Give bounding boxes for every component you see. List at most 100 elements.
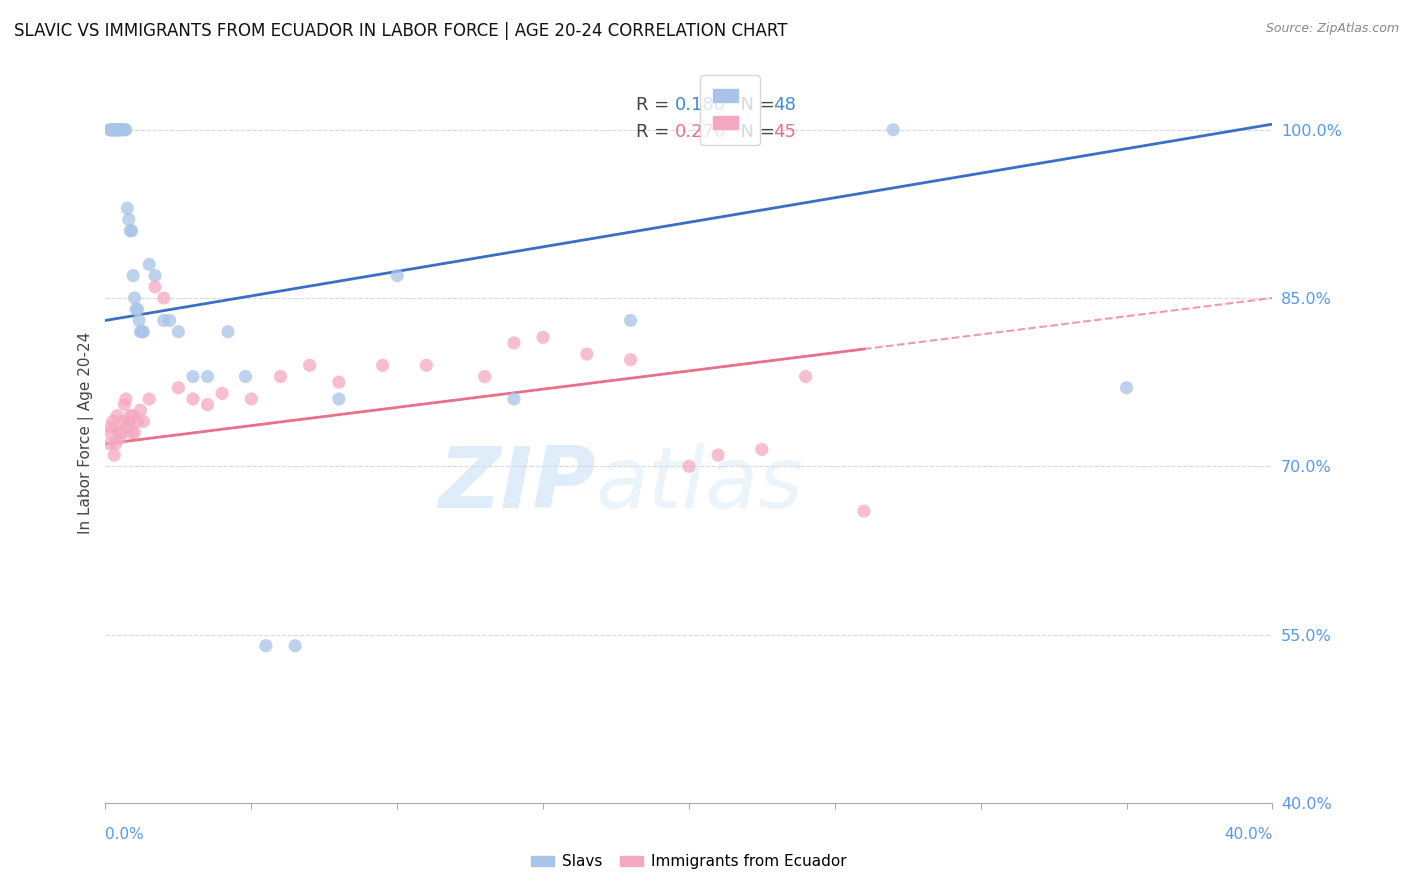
Point [105, 409, 128, 423]
Point [104, 122, 127, 136]
Text: R =: R = [637, 96, 675, 114]
Point [103, 122, 125, 136]
Point [103, 448, 125, 462]
Text: SLAVIC VS IMMIGRANTS FROM ECUADOR IN LABOR FORCE | AGE 20-24 CORRELATION CHART: SLAVIC VS IMMIGRANTS FROM ECUADOR IN LAB… [14, 22, 787, 40]
Point [107, 122, 129, 136]
Point [474, 369, 496, 384]
Point [104, 122, 127, 136]
Text: 48: 48 [773, 96, 796, 114]
Point [707, 448, 730, 462]
Point [110, 122, 132, 136]
Text: 0.0%: 0.0% [105, 828, 145, 842]
Point [115, 392, 138, 406]
Point [100, 122, 122, 136]
Point [105, 122, 128, 136]
Point [240, 392, 263, 406]
Point [98, 122, 121, 136]
Point [269, 369, 292, 384]
Point [98, 437, 121, 451]
Point [138, 257, 160, 271]
Text: N =: N = [728, 96, 780, 114]
Point [101, 122, 124, 136]
Point [751, 442, 773, 457]
Point [153, 291, 174, 305]
Point [502, 392, 524, 406]
Point [132, 414, 155, 428]
Point [110, 425, 132, 440]
Point [254, 639, 277, 653]
Point [108, 431, 131, 445]
Point [575, 347, 598, 361]
Point [371, 359, 394, 373]
Point [852, 504, 875, 518]
Point [138, 392, 160, 406]
Text: 0.180: 0.180 [675, 96, 725, 114]
Point [124, 291, 146, 305]
Legend: Slavs, Immigrants from Ecuador: Slavs, Immigrants from Ecuador [524, 848, 853, 875]
Point [211, 386, 233, 401]
Point [111, 414, 134, 428]
Point [159, 313, 181, 327]
Point [101, 414, 124, 428]
Point [129, 325, 152, 339]
Point [217, 325, 239, 339]
Point [143, 268, 166, 283]
Point [121, 224, 143, 238]
Point [132, 325, 155, 339]
Point [181, 369, 204, 384]
Point [128, 313, 150, 327]
Point [127, 302, 149, 317]
Point [235, 369, 257, 384]
Text: 40.0%: 40.0% [1225, 828, 1272, 842]
Point [181, 392, 204, 406]
Point [103, 122, 125, 136]
Text: R =: R = [637, 123, 675, 141]
Point [619, 313, 641, 327]
Point [101, 122, 124, 136]
Point [100, 425, 122, 440]
Point [100, 122, 122, 136]
Point [1115, 381, 1137, 395]
Point [111, 122, 134, 136]
Point [124, 425, 146, 440]
Point [794, 369, 817, 384]
Point [619, 352, 641, 367]
Point [882, 122, 904, 136]
Point [107, 122, 129, 136]
Point [385, 268, 408, 283]
Point [328, 392, 350, 406]
Point [197, 369, 219, 384]
Point [131, 325, 153, 339]
Point [502, 335, 524, 350]
Point [108, 122, 131, 136]
Point [104, 437, 127, 451]
Point [129, 403, 152, 417]
Point [298, 359, 321, 373]
Text: N =: N = [728, 123, 780, 141]
Text: Source: ZipAtlas.com: Source: ZipAtlas.com [1265, 22, 1399, 36]
Point [678, 459, 700, 474]
Point [108, 122, 131, 136]
Point [100, 420, 122, 434]
Point [127, 414, 149, 428]
Point [167, 325, 190, 339]
Point [112, 398, 135, 412]
Point [122, 409, 145, 423]
Point [284, 639, 307, 653]
Text: atlas: atlas [596, 443, 804, 526]
Point [118, 414, 141, 428]
Point [120, 409, 142, 423]
Point [120, 224, 142, 238]
Point [153, 313, 174, 327]
Point [197, 398, 219, 412]
Point [167, 381, 190, 395]
Point [531, 330, 554, 344]
Point [328, 375, 350, 389]
Point [122, 268, 145, 283]
Text: ZIP: ZIP [437, 443, 596, 526]
Point [105, 122, 128, 136]
Point [118, 212, 141, 227]
Point [121, 425, 143, 440]
Point [112, 122, 135, 136]
Point [115, 122, 138, 136]
